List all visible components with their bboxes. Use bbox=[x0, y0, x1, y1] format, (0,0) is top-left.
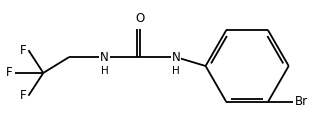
Text: N: N bbox=[172, 51, 180, 64]
Text: H: H bbox=[172, 66, 180, 76]
Text: F: F bbox=[6, 66, 13, 79]
Text: O: O bbox=[136, 12, 145, 25]
Text: F: F bbox=[20, 89, 27, 102]
Text: H: H bbox=[101, 66, 109, 76]
Text: N: N bbox=[100, 51, 109, 64]
Text: Br: Br bbox=[294, 95, 308, 109]
Text: F: F bbox=[20, 44, 27, 57]
